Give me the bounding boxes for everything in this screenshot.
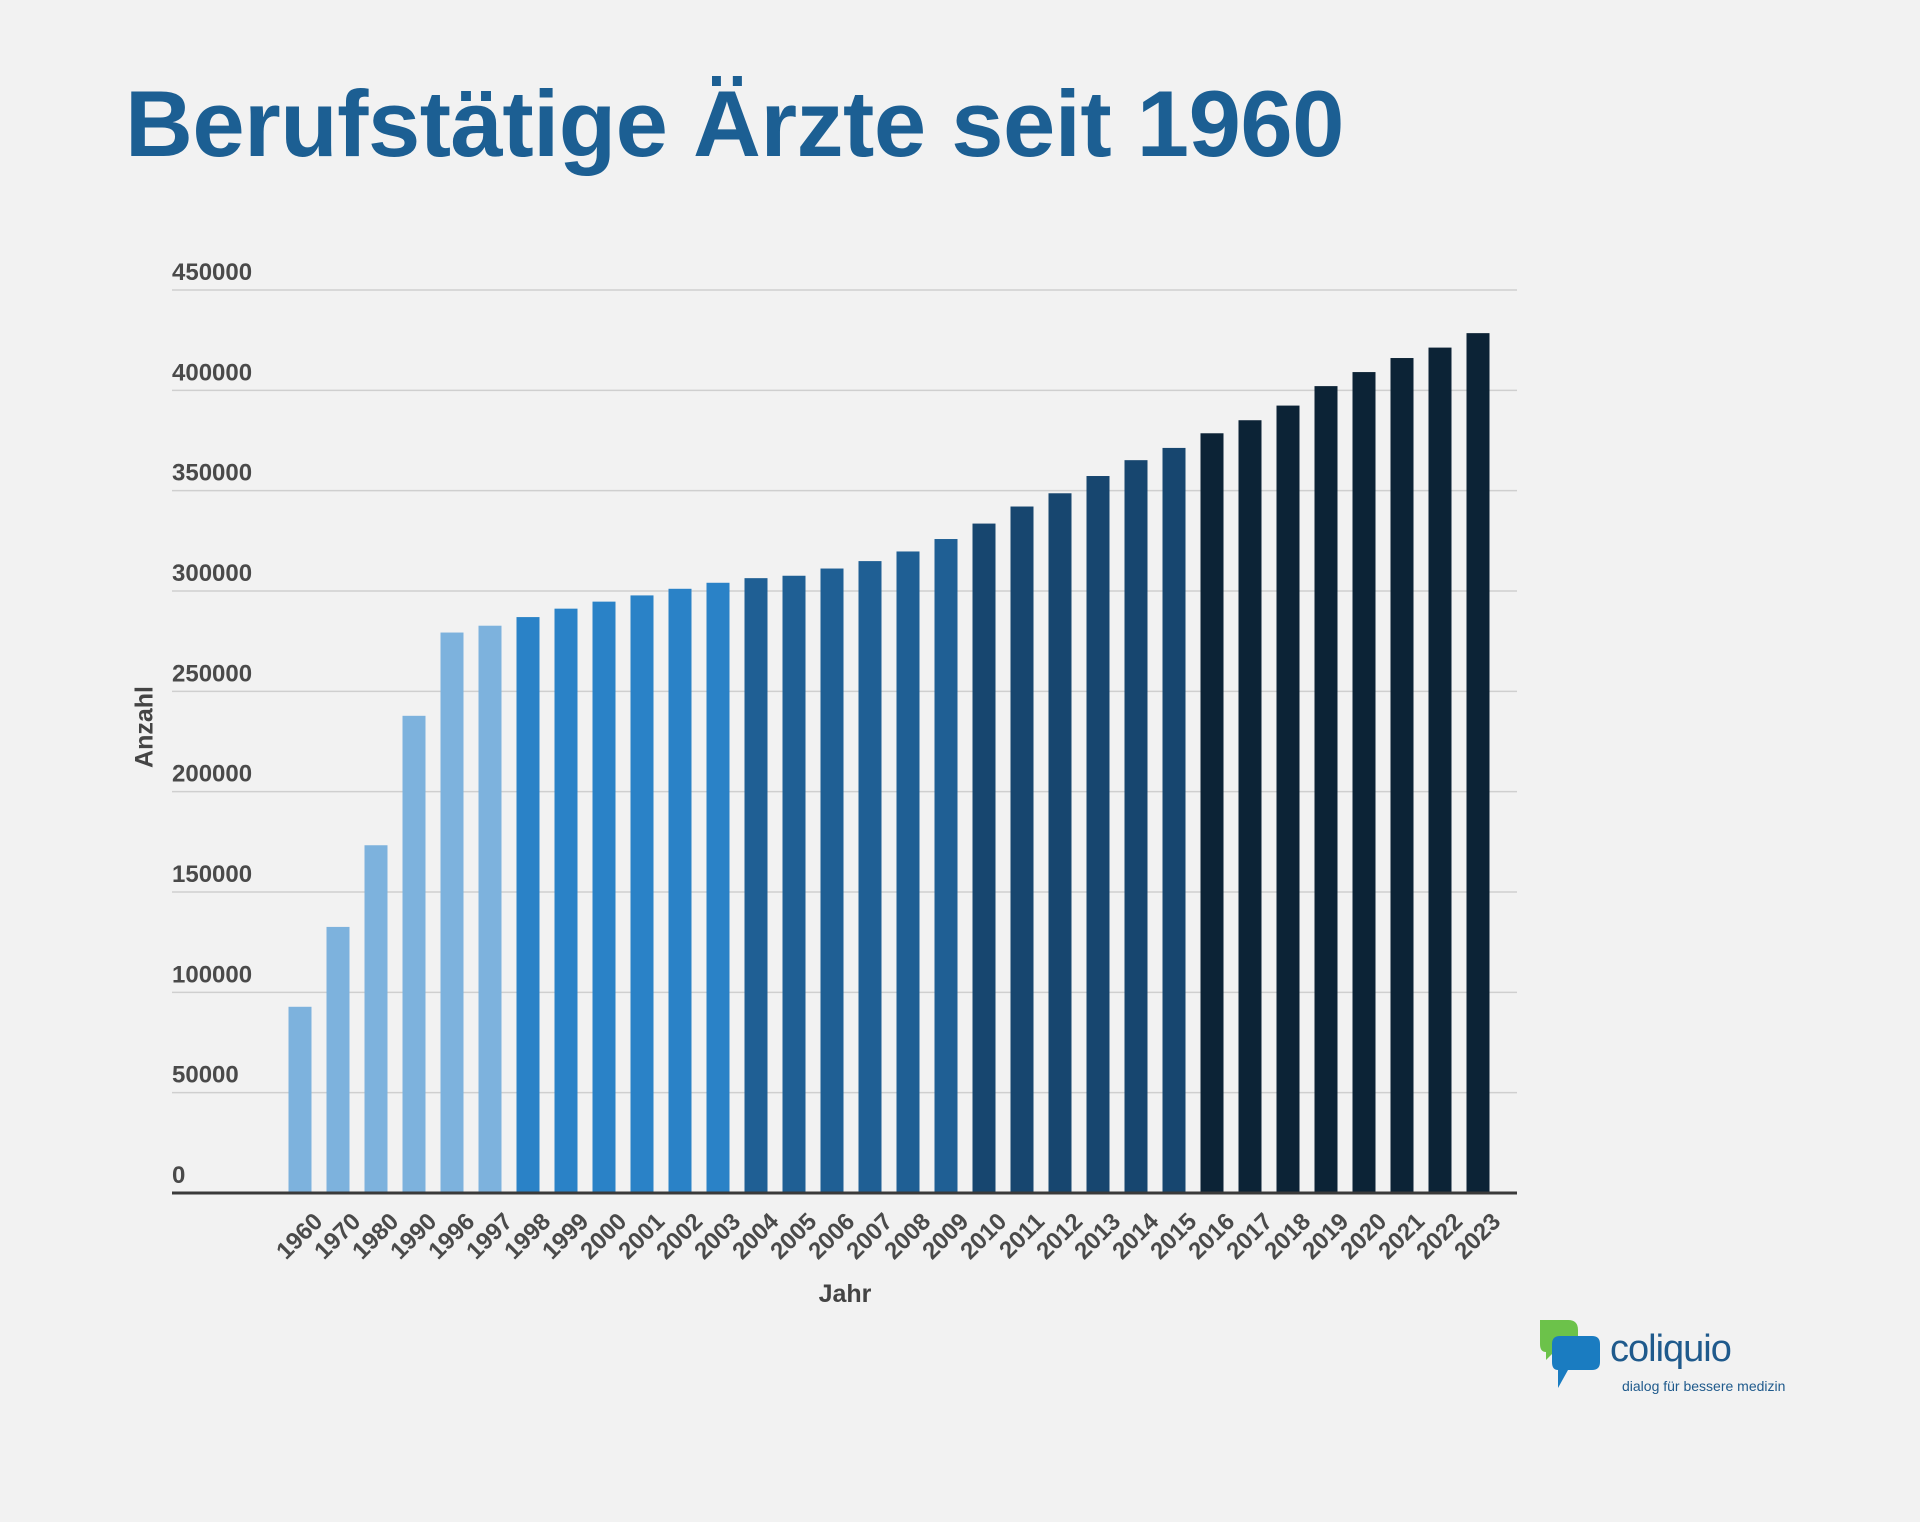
- bar-2000: [592, 601, 616, 1193]
- bar-2021: [1390, 358, 1414, 1193]
- bar-2020: [1352, 372, 1376, 1194]
- y-tick-label: 250000: [172, 660, 252, 687]
- y-tick-label: 300000: [172, 560, 252, 587]
- speech-bubble-logo-icon: [1540, 1320, 1600, 1388]
- bar-1996: [440, 632, 464, 1193]
- y-tick-label: 150000: [172, 861, 252, 888]
- bar-2016: [1200, 433, 1224, 1193]
- y-axis-title: Anzahl: [131, 686, 159, 768]
- y-tick-label: 200000: [172, 761, 252, 788]
- bar-1990: [402, 715, 426, 1193]
- bar-2019: [1314, 386, 1338, 1193]
- bar-1960: [288, 1006, 312, 1193]
- x-axis-title: Jahr: [819, 1280, 872, 1308]
- bar-1997: [478, 625, 502, 1193]
- x-tick-labels: 1960197019801990199619971998199920002001…: [271, 1208, 1506, 1265]
- bar-1980: [364, 845, 388, 1193]
- bar-2010: [972, 523, 996, 1193]
- bar-2022: [1428, 347, 1452, 1194]
- bar-2001: [630, 595, 654, 1193]
- y-tick-label: 0: [172, 1162, 185, 1189]
- bar-2006: [820, 568, 844, 1193]
- page-title: Berufstätige Ärzte seit 1960: [125, 71, 1344, 176]
- bar-2012: [1048, 493, 1072, 1193]
- bar-2004: [744, 578, 768, 1193]
- bar-2011: [1010, 506, 1034, 1193]
- bar-1998: [516, 617, 540, 1193]
- y-tick-label: 50000: [172, 1062, 239, 1089]
- bar-2002: [668, 588, 692, 1193]
- y-tick-label: 400000: [172, 359, 252, 386]
- bar-1970: [326, 926, 350, 1193]
- y-tick-labels: 0 50000 100000 150000 200000 250000 300000 3500…: [172, 259, 252, 1189]
- bar-2018: [1276, 405, 1300, 1194]
- bar-2013: [1086, 476, 1110, 1193]
- bar-2017: [1238, 420, 1262, 1193]
- bar-1999: [554, 608, 578, 1193]
- bar-2023: [1466, 333, 1490, 1194]
- x-tick-label: 2023: [1449, 1208, 1506, 1265]
- bar-2009: [934, 539, 958, 1193]
- y-tick-label: 350000: [172, 460, 252, 487]
- logo-wordmark: coliquio: [1610, 1328, 1732, 1370]
- bar-2014: [1124, 460, 1148, 1193]
- bar-2008: [896, 551, 920, 1193]
- logo-tagline: dialog für bessere medizin: [1622, 1378, 1786, 1394]
- bars: [288, 333, 1490, 1194]
- bar-2005: [782, 575, 806, 1193]
- bar-2003: [706, 582, 730, 1193]
- y-tick-label: 450000: [172, 259, 252, 286]
- coliquio-logo: coliquio dialog für bessere medizin: [1538, 1318, 1808, 1398]
- bar-2007: [858, 561, 882, 1193]
- y-tick-label: 100000: [172, 961, 252, 988]
- bar-2015: [1162, 447, 1186, 1193]
